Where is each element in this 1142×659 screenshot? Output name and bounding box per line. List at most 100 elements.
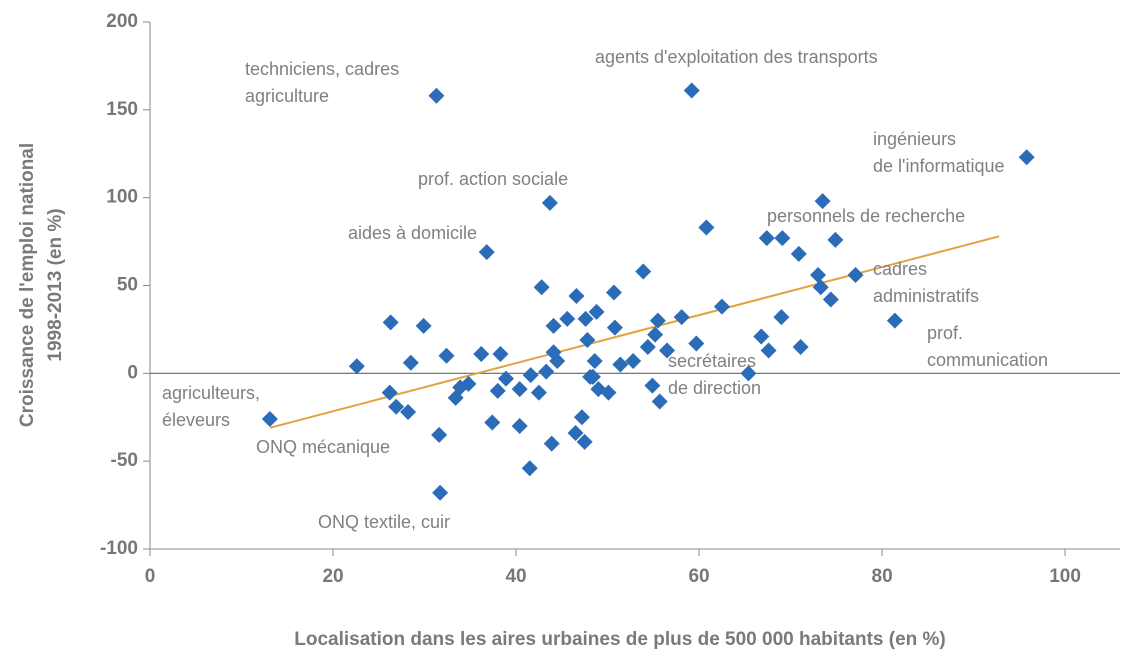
point <box>538 363 555 380</box>
point <box>530 384 547 401</box>
point <box>432 484 449 501</box>
point <box>659 342 676 359</box>
point <box>460 375 477 392</box>
point <box>522 367 539 384</box>
y-tick-label: 50 <box>117 275 138 296</box>
y-axis-label: Croissance de l'emploi national <box>17 143 38 427</box>
point <box>605 284 622 301</box>
annotation: agents d'exploitation des transports <box>595 47 878 67</box>
point <box>382 314 399 331</box>
annotation: administratifs <box>873 286 979 306</box>
annotation: aides à domicile <box>348 223 477 243</box>
point <box>625 353 642 370</box>
point <box>568 288 585 305</box>
point <box>586 353 603 370</box>
point <box>651 393 668 410</box>
point <box>792 338 809 355</box>
point <box>649 312 666 329</box>
annotation: techniciens, cadres <box>245 59 399 79</box>
point <box>428 87 445 104</box>
point <box>600 384 617 401</box>
point <box>740 365 757 382</box>
x-tick-label: 0 <box>145 566 156 587</box>
point <box>261 411 278 428</box>
point <box>606 319 623 336</box>
point <box>400 403 417 420</box>
point <box>644 377 661 394</box>
y-tick-label: 200 <box>106 11 138 32</box>
point <box>810 266 827 283</box>
point <box>521 460 538 477</box>
point <box>478 244 495 261</box>
point <box>438 347 455 364</box>
point <box>388 398 405 415</box>
point <box>814 193 831 210</box>
annotation: ONQ textile, cuir <box>318 512 450 532</box>
point <box>489 382 506 399</box>
point <box>541 194 558 211</box>
point <box>584 368 601 385</box>
x-axis-label: Localisation dans les aires urbaines de … <box>294 629 946 650</box>
point <box>533 279 550 296</box>
point <box>647 326 664 343</box>
annotation: communication <box>927 350 1048 370</box>
point <box>774 230 791 247</box>
point <box>573 409 590 426</box>
y-tick-label: -50 <box>111 450 138 471</box>
point <box>886 312 903 329</box>
point <box>698 219 715 236</box>
y-axis-label: 1998-2013 (en %) <box>45 208 66 361</box>
point <box>579 331 596 348</box>
point <box>760 342 777 359</box>
point <box>612 356 629 373</box>
x-tick-label: 20 <box>322 566 343 587</box>
point <box>545 317 562 334</box>
annotation: éleveurs <box>162 410 230 430</box>
y-tick-label: 0 <box>127 362 138 383</box>
point <box>381 384 398 401</box>
annotation: secrétaires <box>668 351 756 371</box>
annotation: de l'informatique <box>873 156 1005 176</box>
x-tick-label: 60 <box>688 566 709 587</box>
point <box>1018 149 1035 166</box>
point <box>588 303 605 320</box>
point <box>639 338 656 355</box>
annotation: agriculteurs, <box>162 383 260 403</box>
x-tick-label: 100 <box>1049 566 1081 587</box>
point <box>484 414 501 431</box>
x-tick-label: 80 <box>872 566 893 587</box>
point <box>635 263 652 280</box>
point <box>415 317 432 334</box>
point <box>683 82 700 99</box>
annotation: personnels de recherche <box>767 206 965 226</box>
annotation: prof. <box>927 323 963 343</box>
y-tick-label: 100 <box>106 187 138 208</box>
point <box>473 346 490 363</box>
point <box>549 353 566 370</box>
point <box>827 231 844 248</box>
point <box>402 354 419 371</box>
point <box>577 310 594 327</box>
point <box>431 426 448 443</box>
point <box>543 435 560 452</box>
point <box>688 335 705 352</box>
point <box>673 309 690 326</box>
point <box>348 358 365 375</box>
point <box>822 291 839 308</box>
point <box>492 346 509 363</box>
point <box>812 279 829 296</box>
annotation: ingénieurs <box>873 129 956 149</box>
point <box>753 328 770 345</box>
annotation: de direction <box>668 378 761 398</box>
point <box>559 310 576 327</box>
point <box>758 230 775 247</box>
annotation: ONQ mécanique <box>256 437 390 457</box>
point <box>790 245 807 262</box>
point <box>567 425 584 442</box>
y-tick-label: 150 <box>106 99 138 120</box>
point <box>497 370 514 387</box>
point <box>511 381 528 398</box>
annotation: prof. action sociale <box>418 169 568 189</box>
x-tick-label: 40 <box>505 566 526 587</box>
